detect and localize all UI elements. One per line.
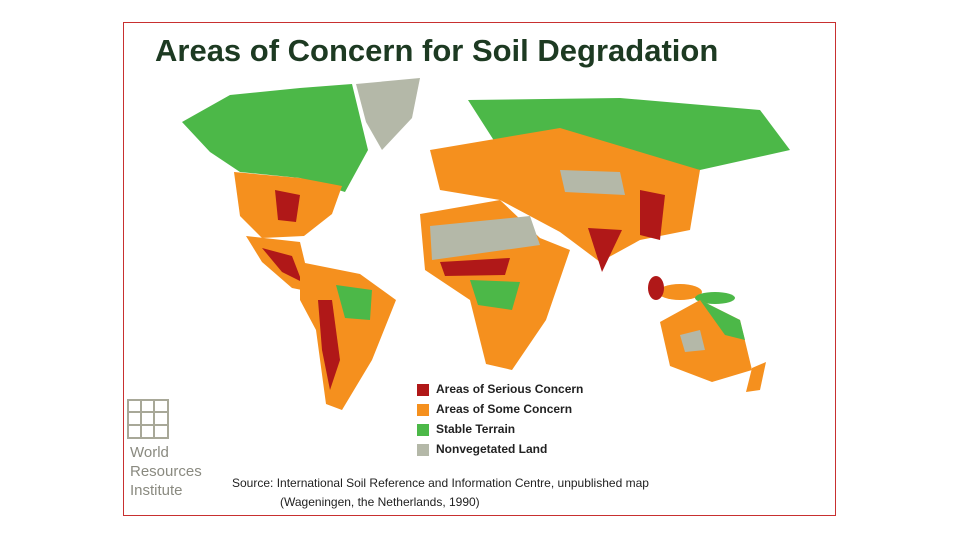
legend-label: Nonvegetated Land (436, 442, 547, 456)
logo-text: World (130, 444, 169, 461)
legend-label: Areas of Serious Concern (436, 382, 583, 396)
legend-label: Areas of Some Concern (436, 402, 572, 416)
legend-swatch (417, 424, 429, 436)
source: Source: International Soil Reference and… (232, 476, 649, 490)
legend-swatch (417, 384, 429, 396)
title: Areas of Concern for Soil Degradation (155, 33, 718, 68)
logo-text: Resources (130, 463, 202, 480)
legend-swatch (417, 444, 429, 456)
legend: Areas of Serious Concern Areas of Some Co… (417, 382, 583, 456)
legend-swatch (417, 404, 429, 416)
world-map (182, 78, 790, 410)
legend-label: Stable Terrain (436, 422, 515, 436)
logo-text: Institute (130, 482, 183, 499)
logo: World Resources Institute (127, 399, 202, 499)
source: (Wageningen, the Netherlands, 1990) (280, 495, 480, 509)
